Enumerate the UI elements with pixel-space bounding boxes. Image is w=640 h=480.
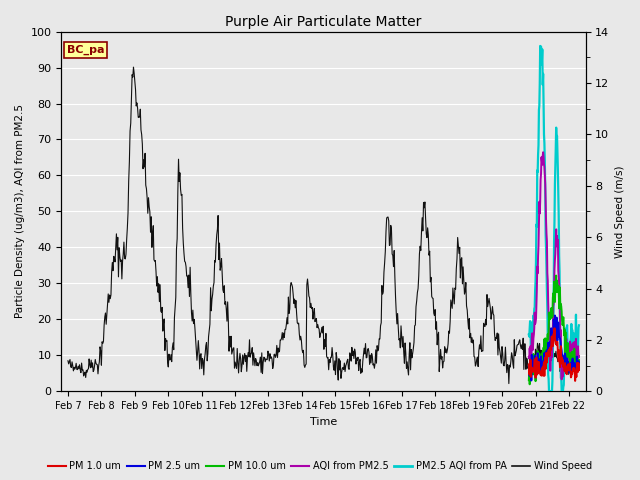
Title: Purple Air Particulate Matter: Purple Air Particulate Matter (225, 15, 422, 29)
Text: BC_pa: BC_pa (67, 45, 104, 55)
Legend: PM 1.0 um, PM 2.5 um, PM 10.0 um, AQI from PM2.5, PM2.5 AQI from PA, Wind Speed: PM 1.0 um, PM 2.5 um, PM 10.0 um, AQI fr… (44, 457, 596, 475)
X-axis label: Time: Time (310, 417, 337, 427)
Y-axis label: Particle Density (ug/m3), AQI from PM2.5: Particle Density (ug/m3), AQI from PM2.5 (15, 105, 25, 318)
Y-axis label: Wind Speed (m/s): Wind Speed (m/s) (615, 165, 625, 258)
